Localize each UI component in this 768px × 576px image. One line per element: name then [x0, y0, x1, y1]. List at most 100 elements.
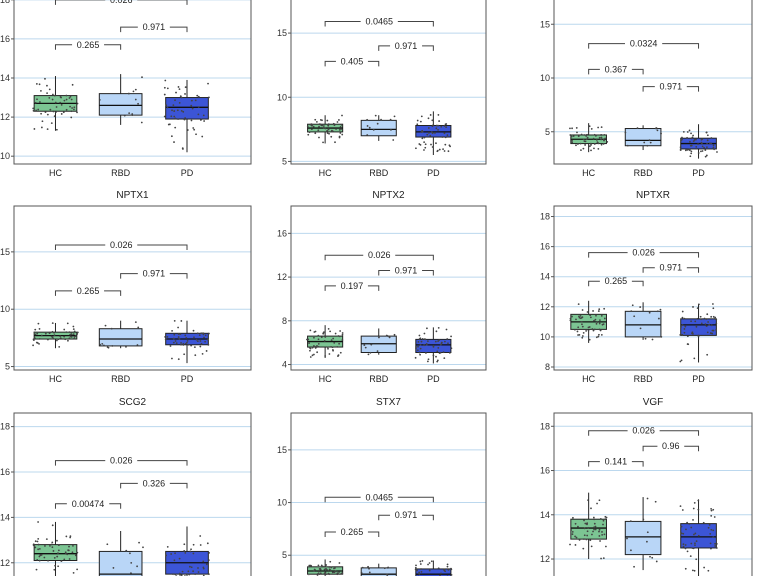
data-point — [386, 566, 389, 569]
data-point — [48, 88, 51, 91]
data-point — [186, 129, 189, 131]
box-hc — [570, 518, 607, 540]
data-point — [683, 331, 686, 334]
data-point — [442, 351, 445, 354]
data-point — [418, 351, 421, 354]
data-point — [385, 573, 388, 576]
data-point — [193, 336, 195, 339]
data-point — [429, 114, 432, 116]
data-point — [39, 101, 41, 103]
data-point — [317, 334, 320, 337]
data-point — [570, 529, 573, 531]
p-value-label: 0.265 — [77, 286, 100, 296]
data-point — [648, 311, 651, 314]
data-point — [341, 339, 344, 341]
data-point — [708, 523, 711, 526]
data-point — [679, 505, 682, 508]
data-point — [416, 349, 419, 352]
data-point — [34, 328, 37, 331]
data-point — [37, 108, 40, 111]
data-point — [186, 339, 189, 342]
data-point — [364, 346, 367, 349]
data-point — [438, 148, 441, 151]
data-point — [206, 338, 209, 341]
data-point — [179, 333, 182, 336]
data-point — [186, 341, 188, 344]
data-point — [41, 120, 44, 123]
data-point — [692, 306, 694, 308]
y-tick-label: 15 — [277, 28, 287, 38]
data-point — [166, 87, 169, 90]
data-point — [583, 519, 585, 522]
comparison-bracket — [169, 482, 188, 489]
data-point — [595, 322, 598, 325]
data-point — [53, 556, 56, 559]
data-point — [583, 140, 586, 143]
data-point — [706, 313, 709, 316]
data-point — [313, 331, 316, 333]
y-tick-label: 18 — [540, 421, 550, 431]
data-point — [709, 332, 712, 334]
data-point — [571, 141, 574, 144]
data-point — [644, 337, 647, 340]
data-point — [686, 335, 689, 338]
data-point — [53, 115, 56, 118]
data-point — [311, 124, 313, 127]
data-point — [600, 126, 603, 129]
data-point — [32, 543, 35, 546]
data-point — [697, 334, 700, 337]
data-point — [582, 331, 585, 334]
plot-frame — [553, 0, 753, 165]
data-point — [692, 140, 695, 142]
data-point — [376, 122, 379, 125]
data-point — [712, 508, 715, 511]
data-point — [317, 564, 320, 567]
data-point — [70, 98, 73, 101]
data-point — [598, 328, 601, 331]
data-point — [310, 123, 313, 126]
p-value-label: 0.026 — [368, 250, 391, 260]
data-point — [419, 343, 422, 346]
comparison-bracket — [54, 290, 73, 296]
y-tick-label: 10 — [0, 304, 10, 314]
data-point — [315, 120, 318, 123]
data-point — [317, 338, 320, 341]
data-point — [714, 545, 717, 547]
data-point — [68, 337, 71, 340]
data-point — [142, 546, 144, 549]
data-point — [679, 360, 682, 363]
comparison-bracket — [588, 43, 625, 49]
data-point — [639, 327, 642, 330]
data-point — [602, 138, 605, 141]
data-point — [372, 128, 375, 131]
data-point — [643, 141, 646, 144]
data-point — [605, 545, 607, 548]
data-point — [599, 517, 602, 520]
data-point — [571, 139, 573, 142]
data-point — [36, 540, 39, 543]
panel-4: NPTX1 5 10 15 HC RBD PD 0.265 0.971 0.026 — [0, 190, 252, 384]
data-point — [361, 566, 364, 569]
data-point — [445, 126, 448, 128]
data-point — [57, 552, 59, 555]
data-point — [589, 314, 592, 317]
data-point — [626, 144, 629, 147]
data-point — [316, 351, 319, 354]
p-value-label: 0.326 — [143, 478, 166, 488]
data-point — [592, 137, 595, 140]
data-point — [201, 332, 204, 335]
data-point — [714, 316, 717, 319]
data-point — [51, 322, 54, 325]
data-point — [690, 150, 693, 153]
data-point — [316, 574, 319, 576]
data-point — [200, 342, 203, 345]
data-point — [415, 346, 417, 348]
data-point — [308, 131, 311, 134]
data-point — [306, 125, 309, 128]
data-point — [49, 108, 52, 111]
data-point — [199, 345, 202, 348]
data-point — [193, 346, 196, 349]
y-tick-label: 12 — [540, 302, 550, 312]
data-point — [421, 337, 424, 340]
